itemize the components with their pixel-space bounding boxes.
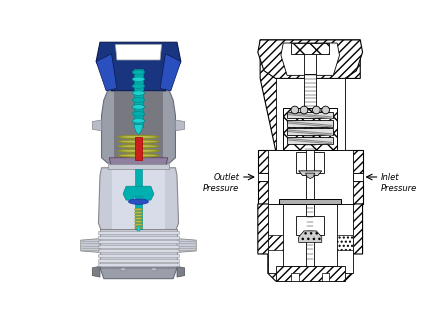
- Polygon shape: [283, 204, 337, 266]
- Polygon shape: [99, 263, 179, 266]
- Polygon shape: [176, 120, 185, 131]
- Polygon shape: [99, 254, 179, 257]
- Polygon shape: [299, 231, 322, 243]
- Ellipse shape: [132, 105, 145, 109]
- Polygon shape: [287, 120, 334, 127]
- Ellipse shape: [128, 199, 149, 204]
- Ellipse shape: [120, 268, 126, 271]
- Polygon shape: [283, 108, 337, 150]
- Polygon shape: [268, 204, 352, 273]
- Polygon shape: [268, 235, 283, 250]
- Text: Inlet
Pressure: Inlet Pressure: [381, 173, 417, 193]
- Ellipse shape: [135, 211, 143, 213]
- Polygon shape: [297, 152, 324, 173]
- Ellipse shape: [132, 112, 145, 116]
- Ellipse shape: [132, 77, 145, 82]
- Polygon shape: [99, 259, 179, 262]
- Polygon shape: [160, 54, 181, 91]
- Polygon shape: [281, 43, 340, 75]
- Polygon shape: [108, 164, 169, 169]
- Polygon shape: [100, 268, 177, 279]
- Text: Outlet
Pressure: Outlet Pressure: [203, 173, 239, 193]
- Polygon shape: [299, 171, 322, 175]
- Polygon shape: [135, 137, 143, 160]
- Polygon shape: [96, 54, 117, 91]
- Polygon shape: [137, 226, 140, 231]
- Ellipse shape: [135, 217, 143, 220]
- Polygon shape: [287, 112, 334, 118]
- Polygon shape: [112, 169, 165, 229]
- Polygon shape: [136, 169, 142, 204]
- Polygon shape: [306, 204, 314, 266]
- Polygon shape: [352, 173, 363, 181]
- Polygon shape: [81, 239, 100, 252]
- Polygon shape: [100, 229, 177, 269]
- Polygon shape: [287, 137, 334, 144]
- Polygon shape: [115, 44, 161, 60]
- Polygon shape: [304, 74, 316, 150]
- Ellipse shape: [118, 135, 158, 139]
- Ellipse shape: [132, 70, 145, 75]
- Polygon shape: [123, 186, 154, 200]
- Ellipse shape: [132, 98, 145, 102]
- Polygon shape: [92, 266, 100, 277]
- Polygon shape: [99, 168, 179, 231]
- Polygon shape: [258, 204, 363, 281]
- Polygon shape: [279, 198, 341, 204]
- Polygon shape: [96, 42, 181, 91]
- Polygon shape: [337, 235, 352, 250]
- Ellipse shape: [135, 214, 143, 217]
- Ellipse shape: [132, 118, 145, 123]
- Circle shape: [312, 106, 320, 114]
- Polygon shape: [99, 231, 179, 234]
- Polygon shape: [275, 78, 345, 150]
- Polygon shape: [268, 150, 352, 204]
- Polygon shape: [134, 124, 143, 135]
- Polygon shape: [297, 215, 324, 235]
- Polygon shape: [134, 69, 143, 127]
- Ellipse shape: [118, 154, 158, 157]
- Polygon shape: [102, 91, 176, 163]
- Ellipse shape: [118, 149, 158, 152]
- Ellipse shape: [135, 227, 143, 229]
- Ellipse shape: [118, 140, 158, 143]
- Polygon shape: [177, 239, 196, 252]
- Polygon shape: [258, 40, 363, 78]
- Ellipse shape: [132, 84, 145, 88]
- Ellipse shape: [132, 91, 145, 95]
- Polygon shape: [306, 150, 314, 204]
- Ellipse shape: [135, 208, 143, 211]
- Ellipse shape: [135, 220, 143, 223]
- Polygon shape: [260, 40, 360, 150]
- Polygon shape: [305, 173, 315, 179]
- Polygon shape: [291, 273, 299, 281]
- Polygon shape: [92, 120, 102, 131]
- Polygon shape: [304, 43, 316, 74]
- Polygon shape: [99, 245, 179, 248]
- Circle shape: [291, 106, 299, 114]
- Polygon shape: [291, 43, 330, 54]
- Polygon shape: [322, 273, 330, 281]
- Polygon shape: [114, 92, 163, 160]
- Polygon shape: [99, 249, 179, 252]
- Polygon shape: [258, 150, 363, 204]
- Polygon shape: [287, 129, 334, 135]
- Polygon shape: [136, 202, 142, 229]
- Ellipse shape: [118, 145, 158, 148]
- Polygon shape: [258, 173, 268, 181]
- Polygon shape: [109, 158, 168, 168]
- Polygon shape: [99, 236, 179, 239]
- Polygon shape: [99, 240, 179, 243]
- Ellipse shape: [135, 224, 143, 226]
- Ellipse shape: [151, 268, 157, 271]
- Polygon shape: [275, 266, 345, 281]
- Circle shape: [322, 106, 330, 114]
- Polygon shape: [177, 266, 185, 277]
- Circle shape: [300, 106, 308, 114]
